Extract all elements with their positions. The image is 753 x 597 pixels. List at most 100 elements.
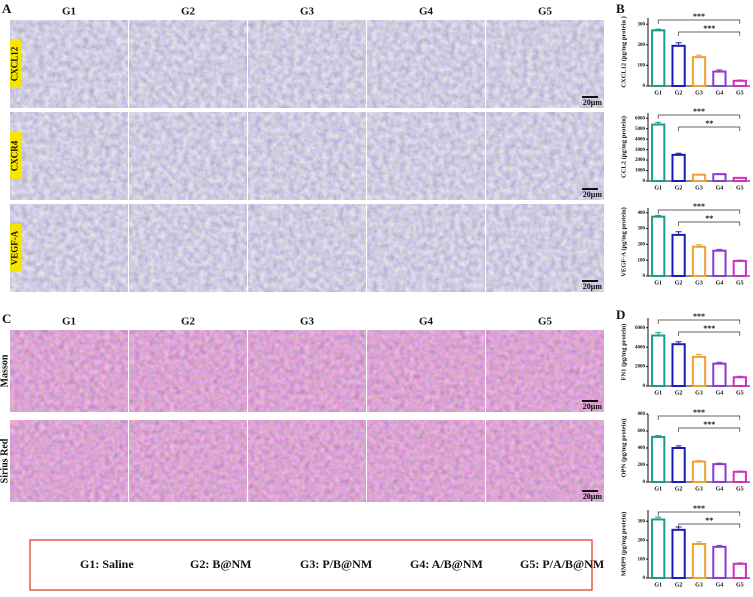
micrograph [129,20,247,108]
micrograph [486,420,604,502]
significance-bracket [657,415,741,420]
bar [712,545,727,579]
micrograph [129,330,247,412]
legend-box [29,539,593,591]
y-tick-label: 1000 [635,169,646,174]
significance-label: *** [703,420,715,429]
micrograph [129,204,247,292]
y-tick-label: 2000 [635,365,646,370]
bar [732,376,747,387]
x-tick-label: G2 [675,90,683,96]
y-tick-label: 5000 [635,127,646,132]
error-bar [716,462,723,465]
x-tick-label: G5 [736,582,744,588]
group-header: G4 [419,316,434,328]
significance-label: ** [705,119,713,128]
micrograph [129,420,247,502]
y-tick-label: 0 [643,179,646,184]
significance-bracket [678,221,741,226]
bar [712,70,727,88]
y-axis-label: CXCL12 (pg/mg protein ) [620,16,627,88]
bar [712,362,727,387]
y-tick-label: 2000 [635,158,646,163]
y-tick-label: 400 [638,446,646,451]
y-tick-label: 300 [638,22,646,27]
x-tick-label: G3 [695,90,703,96]
micrograph [486,20,604,108]
error-bar [655,121,662,125]
panel-label: C [2,311,11,326]
significance-bracket [678,427,741,432]
x-tick-label: G5 [736,90,744,96]
bar [732,79,747,88]
error-bar [736,259,743,261]
micrograph [367,20,485,108]
significance-bracket [657,511,741,516]
bar [671,44,686,87]
y-tick-label: 600 [638,429,646,434]
legend-entry: G5: P/A/B@NM [520,557,604,571]
bar [651,334,666,388]
micrograph [248,112,366,200]
y-tick-label: 0 [643,576,646,581]
significance-bracket [678,523,741,528]
y-tick-label: 300 [638,227,646,232]
micrograph [486,330,604,412]
scale-bar-label: 20μm [583,190,603,199]
x-tick-label: G5 [736,185,744,191]
y-tick-label: 100 [638,64,646,69]
error-bar [716,69,723,72]
error-bar [655,28,662,31]
micrograph [10,112,128,200]
x-tick-label: G5 [736,280,744,286]
row-label: VEGF-A [10,230,20,265]
micrograph [367,420,485,502]
y-tick-label: 6000 [635,326,646,331]
y-tick-label: 400 [638,211,646,216]
bar [732,176,747,183]
x-tick-label: G1 [654,390,662,396]
bar [651,435,666,484]
group-header: G3 [300,316,315,328]
error-bar [675,231,682,235]
x-tick-label: G2 [675,486,683,492]
y-axis-label: FN1 (pg/mg protein) [620,324,627,381]
scale-bar-label: 20μm [583,402,603,411]
y-tick-label: 6000 [635,116,646,121]
x-tick-label: G5 [736,486,744,492]
significance-label: *** [703,24,715,33]
significance-bracket [657,209,741,214]
micrograph [367,330,485,412]
micrograph [248,204,366,292]
group-header: G5 [538,6,553,18]
bar [651,29,666,87]
y-axis-label: OPN (pg/mg protein) [620,419,627,478]
row-label: CXCR4 [10,140,20,171]
x-tick-label: G1 [654,280,662,286]
micrograph [10,420,128,502]
y-axis-label: MMP9 (pg/mg protein) [620,512,627,577]
y-tick-label: 200 [638,43,646,48]
bar [671,343,686,388]
x-tick-label: G4 [716,280,724,286]
significance-label: *** [693,107,705,116]
legend-entry: G1: Saline [80,557,134,571]
micrograph [248,20,366,108]
error-bar [675,152,682,155]
bar [691,543,707,579]
significance-bracket [678,126,741,131]
y-tick-label: 100 [638,258,646,263]
significance-label: ** [705,516,713,525]
micrograph [129,112,247,200]
error-bar [716,544,723,547]
group-header: G5 [538,316,553,328]
y-tick-label: 3000 [635,148,646,153]
x-tick-label: G3 [695,280,703,286]
error-bar [696,353,702,357]
significance-bracket [657,19,741,24]
group-header: G2 [181,316,196,328]
x-tick-label: G1 [654,185,662,191]
error-bar [675,42,682,46]
y-tick-label: 300 [638,519,646,524]
bar [651,215,666,278]
